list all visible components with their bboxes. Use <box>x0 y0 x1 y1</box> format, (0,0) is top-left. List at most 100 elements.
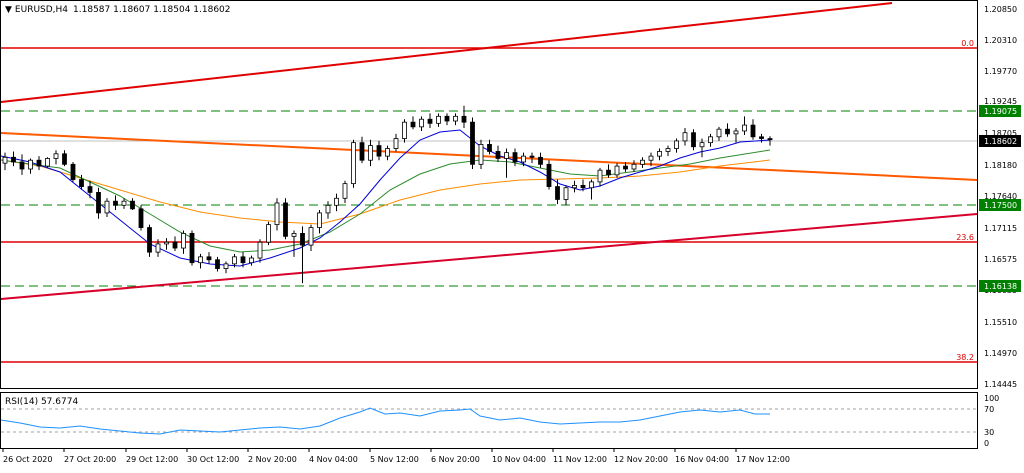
upper-channel-trendline[interactable] <box>0 2 893 103</box>
candle-bullish <box>716 128 722 138</box>
candle-bearish <box>623 165 628 170</box>
candle-bullish <box>249 257 254 264</box>
fib-label-0: 0.0 <box>961 39 974 48</box>
time-tick: 16 Nov 04:00 <box>675 455 729 464</box>
level-tag-1-19075 <box>979 105 1021 117</box>
candle-bullish <box>164 241 169 245</box>
price-tick: 1.17115 <box>984 224 1017 233</box>
candle-bullish <box>521 155 526 163</box>
price-axis[interactable]: 1.20850 1.20310 1.19770 1.19245 1.18705 … <box>984 5 1017 389</box>
candle-bearish <box>376 145 382 157</box>
rsi-tick: 0 <box>984 439 989 448</box>
candle-bearish <box>410 121 416 128</box>
level-tag-label: 1.16138 <box>984 282 1017 291</box>
candle-bearish <box>11 156 16 163</box>
time-tick: 11 Nov 12:00 <box>553 455 607 464</box>
candle-bearish <box>147 227 152 253</box>
candle-bullish <box>385 148 390 157</box>
price-tick: 1.14970 <box>984 349 1017 358</box>
collapse-arrow-icon[interactable]: ▼ <box>5 5 12 15</box>
candle-bullish <box>317 212 322 228</box>
candle-bearish <box>750 124 756 138</box>
candle-bullish <box>334 197 339 206</box>
candle-bullish <box>504 152 509 159</box>
candle-bearish <box>767 138 773 141</box>
candle-bullish <box>478 144 484 165</box>
candle-bearish <box>19 161 25 170</box>
candle-bearish <box>470 121 475 165</box>
candle-bullish <box>589 181 594 189</box>
candle-bullish <box>699 142 705 148</box>
time-tick: 10 Nov 04:00 <box>492 455 546 464</box>
time-tick: 6 Nov 20:00 <box>431 455 480 464</box>
candle-bullish <box>368 145 373 161</box>
rsi-axis: 100 70 30 0 <box>984 394 999 448</box>
candle-bullish <box>402 121 407 139</box>
rsi-tick: 70 <box>984 405 994 414</box>
candle-bullish <box>2 156 8 164</box>
candle-bullish <box>708 136 713 144</box>
candle-bullish <box>657 151 662 157</box>
level-tag-1-17500 <box>979 199 1021 211</box>
candle-bearish <box>580 185 586 189</box>
candle-bearish <box>495 151 501 159</box>
candlestick-series <box>2 105 773 284</box>
candle-bullish <box>223 263 229 269</box>
candle-bullish <box>274 202 280 226</box>
candle-bullish <box>351 142 356 185</box>
current-price-tag <box>979 135 1021 147</box>
candle-bearish <box>240 256 246 264</box>
candle-bearish <box>538 156 543 165</box>
rsi-tick: 30 <box>984 428 994 437</box>
level-tag-label: 1.17500 <box>984 201 1017 210</box>
candle-bullish <box>325 204 331 214</box>
level-tag-1-16138 <box>979 280 1021 292</box>
price-tick: 1.19245 <box>984 97 1017 106</box>
candle-bullish <box>155 243 161 253</box>
candle-bearish <box>691 132 696 148</box>
candle-bullish <box>232 256 237 265</box>
candle-bearish <box>70 163 76 180</box>
candle-bullish <box>291 233 297 237</box>
candle-bearish <box>359 142 365 161</box>
current-price-label: 1.18602 <box>984 137 1017 146</box>
candle-bearish <box>138 208 144 228</box>
time-tick: 27 Oct 20:00 <box>64 455 116 464</box>
candle-bearish <box>444 115 450 122</box>
candle-bearish <box>206 256 212 261</box>
level-tag-label: 1.19075 <box>984 107 1017 116</box>
main-plot-area[interactable] <box>0 0 978 389</box>
lower-channel-trendline[interactable] <box>0 213 978 300</box>
candle-bearish <box>427 118 433 124</box>
time-tick: 4 Nov 04:00 <box>309 455 358 464</box>
ma-medium-green <box>0 149 771 253</box>
candle-bullish <box>614 165 620 176</box>
candle-bearish <box>725 128 730 135</box>
candle-bearish <box>529 155 535 158</box>
candle-bearish <box>62 153 67 165</box>
price-tick: 1.19770 <box>984 67 1017 76</box>
candle-bullish <box>28 159 33 170</box>
candle-bearish <box>189 233 195 264</box>
candle-bullish <box>419 118 424 128</box>
rsi-tick: 100 <box>984 394 999 403</box>
candle-bearish <box>130 200 135 210</box>
fib-label-23-6: 23.6 <box>956 233 974 242</box>
candle-bullish <box>45 158 50 167</box>
time-axis[interactable]: 26 Oct 2020 27 Oct 20:00 29 Oct 12:00 30… <box>2 449 790 464</box>
candle-bullish <box>665 148 671 152</box>
candle-bearish <box>172 241 178 249</box>
candle-bullish <box>563 187 569 200</box>
candle-bullish <box>648 155 654 161</box>
rsi-plot-area[interactable] <box>0 392 978 449</box>
candle-bearish <box>512 152 518 163</box>
candle-bullish <box>198 256 203 264</box>
time-tick: 5 Nov 12:00 <box>370 455 419 464</box>
ma-fast-blue <box>0 129 771 267</box>
candle-bearish <box>36 159 42 167</box>
candle-bullish <box>572 185 577 189</box>
price-tick: 1.16575 <box>984 255 1017 264</box>
descending-trendline[interactable] <box>0 132 978 181</box>
